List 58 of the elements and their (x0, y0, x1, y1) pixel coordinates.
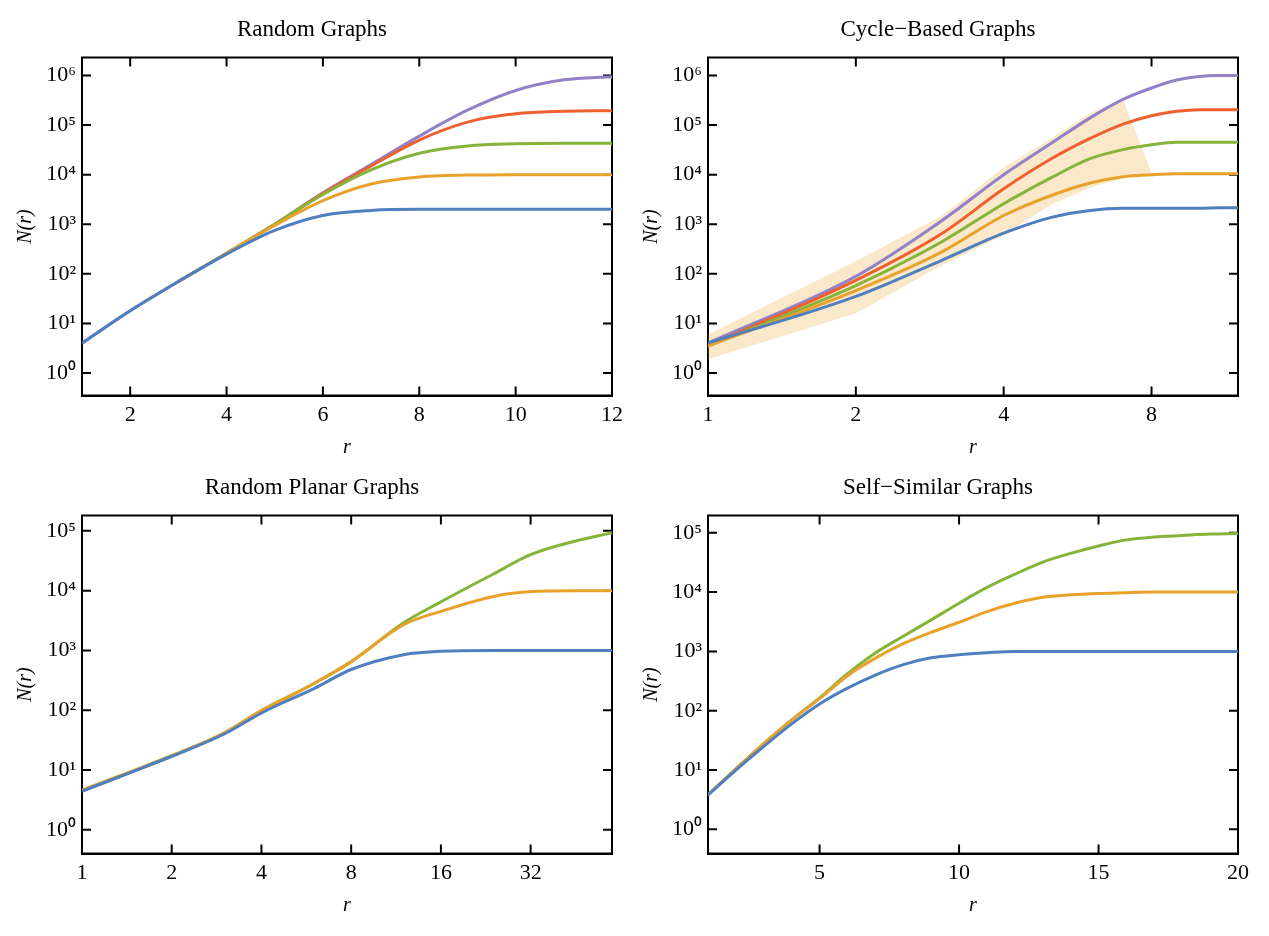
y-tick-label: 10¹ (47, 309, 76, 335)
y-axis-title: N(r) (639, 667, 663, 703)
y-tick-label: 10¹ (673, 755, 702, 781)
x-axis-title: r (343, 435, 352, 458)
y-tick-label: 10⁰ (672, 815, 702, 841)
y-tick-label: 10⁵ (46, 110, 76, 136)
chart-title: Random Planar Graphs (204, 473, 420, 499)
x-tick-label: 12 (601, 400, 623, 426)
x-tick-label: 2 (166, 858, 178, 884)
y-tick-label: 10⁰ (672, 358, 702, 384)
x-tick-label: 8 (345, 858, 357, 884)
y-tick-label: 10¹ (673, 309, 702, 335)
x-tick-label: 6 (317, 400, 329, 426)
x-tick-label: 2 (850, 400, 862, 426)
y-tick-label: 10² (47, 696, 77, 722)
y-tick-label: 10¹ (47, 755, 76, 781)
y-tick-label: 10² (673, 696, 703, 722)
x-tick-label: 8 (1146, 400, 1158, 426)
y-tick-label: 10⁵ (672, 110, 702, 136)
x-tick-label: 1 (76, 858, 88, 884)
y-tick-label: 10⁶ (672, 61, 702, 87)
y-tick-label: 10⁴ (672, 577, 703, 603)
x-tick-label: 4 (998, 400, 1010, 426)
x-axis-title: r (969, 893, 978, 916)
y-tick-label: 10⁵ (46, 516, 76, 542)
y-tick-label: 10⁶ (46, 61, 76, 87)
x-tick-label: 1 (702, 400, 714, 426)
y-tick-label: 10³ (47, 636, 77, 662)
y-tick-label: 10² (47, 259, 77, 285)
x-axis-title: r (969, 435, 978, 458)
x-tick-label: 16 (429, 858, 452, 884)
y-tick-label: 10³ (47, 210, 77, 236)
y-tick-label: 10⁰ (46, 358, 76, 384)
y-tick-label: 10⁴ (46, 160, 77, 186)
x-tick-label: 15 (1087, 858, 1110, 884)
x-tick-label: 20 (1227, 858, 1249, 884)
y-tick-label: 10⁴ (672, 160, 703, 186)
y-tick-label: 10⁵ (672, 518, 702, 544)
y-tick-label: 10⁴ (46, 576, 77, 602)
x-axis-title: r (343, 893, 352, 916)
chart-title: Self−Similar Graphs (843, 473, 1034, 499)
y-axis-title: N(r) (13, 667, 37, 703)
x-tick-label: 2 (124, 400, 136, 426)
x-tick-label: 10 (948, 858, 971, 884)
y-tick-label: 10³ (673, 637, 703, 663)
x-tick-label: 8 (413, 400, 425, 426)
y-tick-label: 10³ (673, 210, 703, 236)
x-tick-label: 4 (255, 858, 267, 884)
x-tick-label: 5 (814, 858, 826, 884)
y-axis-title: N(r) (639, 209, 663, 245)
x-tick-label: 4 (221, 400, 233, 426)
y-axis-title: N(r) (13, 209, 37, 245)
x-tick-label: 10 (504, 400, 527, 426)
y-tick-label: 10² (673, 259, 703, 285)
x-tick-label: 32 (519, 858, 542, 884)
y-tick-label: 10⁰ (46, 815, 76, 841)
chart-title: Cycle−Based Graphs (840, 15, 1036, 41)
chart-title: Random Graphs (236, 15, 388, 41)
